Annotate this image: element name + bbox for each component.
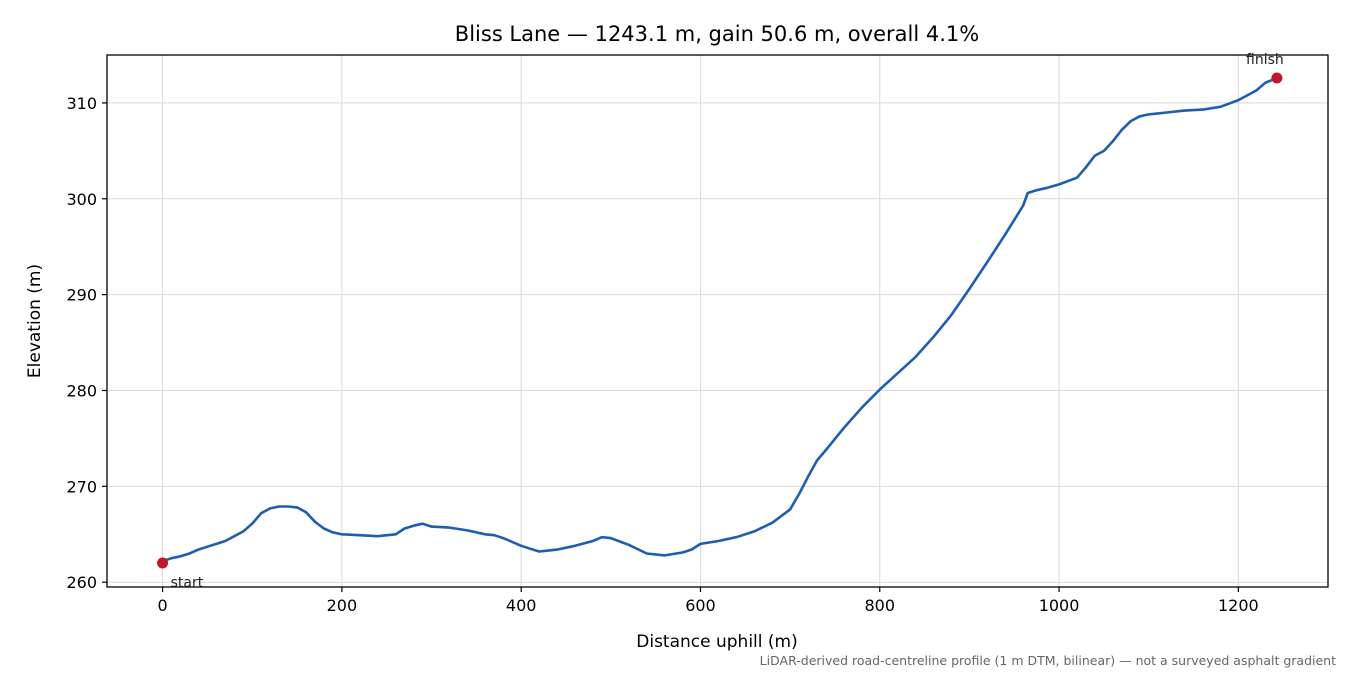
x-tick-label: 800: [864, 596, 895, 615]
y-axis-label: Elevation (m): [25, 264, 45, 378]
x-tick-label: 1000: [1039, 596, 1080, 615]
y-tick-label: 310: [66, 94, 97, 113]
x-tick-label: 1200: [1218, 596, 1259, 615]
annotation-layer: start finish: [157, 52, 1284, 591]
grid-lines: [107, 55, 1328, 587]
y-tick-label: 290: [66, 286, 97, 305]
x-tick-label: 0: [157, 596, 167, 615]
finish-marker: [1271, 72, 1283, 84]
x-tick-label: 400: [506, 596, 537, 615]
y-tick-label: 260: [66, 573, 97, 592]
y-tick-label: 280: [66, 381, 97, 400]
plot-frame: [106, 54, 1329, 588]
footnote: LiDAR-derived road-centreline profile (1…: [760, 653, 1336, 668]
x-tick-label: 600: [685, 596, 716, 615]
start-marker: [157, 557, 169, 569]
chart-title: Bliss Lane — 1243.1 m, gain 50.6 m, over…: [455, 22, 979, 46]
x-tick-label: 200: [327, 596, 358, 615]
start-label: start: [171, 575, 204, 591]
x-axis-label: Distance uphill (m): [636, 632, 797, 652]
y-tick-label: 270: [66, 477, 97, 496]
axis-ticks: 0 200 400 600 800 1000 1200 260 270 280 290 300 310: [66, 94, 1258, 615]
elevation-series-line: [161, 76, 1279, 563]
finish-label: finish: [1246, 52, 1284, 68]
series-layer: [161, 76, 1279, 563]
y-tick-label: 300: [66, 190, 97, 209]
